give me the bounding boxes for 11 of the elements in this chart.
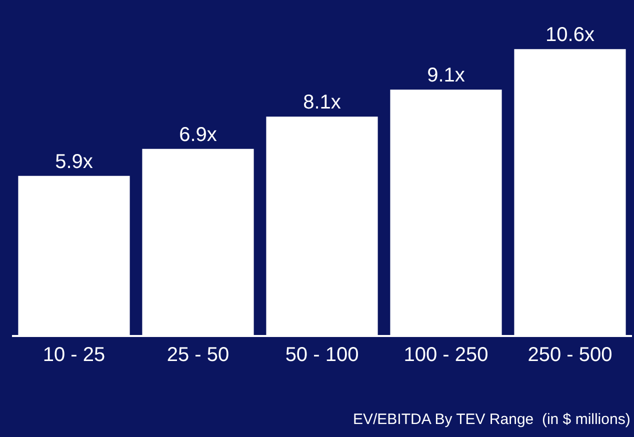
data-label: 6.9x	[179, 124, 217, 146]
data-label: 9.1x	[427, 64, 465, 87]
x-axis-title: EV/EBITDA By TEV Range (in $ millions)	[353, 411, 630, 428]
x-tick-label: 25 - 50	[166, 344, 230, 366]
x-tick-label: 50 - 100	[285, 344, 359, 366]
x-tick-label: 10 - 25	[42, 344, 106, 366]
data-label: 10.6x	[546, 24, 594, 46]
x-tick-label: 250 - 500	[528, 344, 612, 366]
x-tick-label: 100 - 250	[404, 344, 488, 366]
data-label: 5.9x	[55, 150, 93, 173]
data-label: 8.1x	[303, 92, 341, 114]
